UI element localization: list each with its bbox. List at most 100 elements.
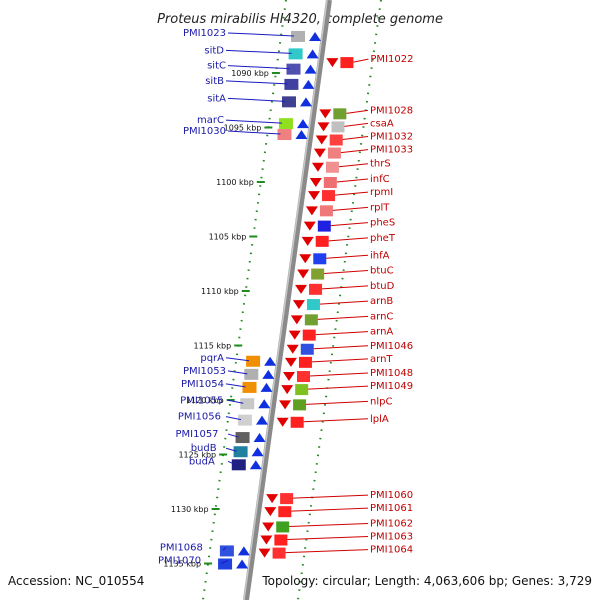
label-leader-line xyxy=(346,109,369,114)
gene-label-right: btuC xyxy=(370,266,394,277)
gene-label-left: PMI1023 xyxy=(183,28,226,39)
label-leader-line xyxy=(336,178,369,183)
reverse-gene-arrow xyxy=(279,400,292,410)
gene-label-right: PMI1028 xyxy=(370,105,413,116)
gene-block xyxy=(319,205,333,217)
label-leader-line xyxy=(227,65,290,70)
gene-label-right: PMI1061 xyxy=(370,503,413,514)
map-title: Proteus mirabilis HI4320, complete genom… xyxy=(157,12,443,27)
gene-block xyxy=(340,57,354,69)
reverse-gene-arrow xyxy=(266,494,279,504)
label-leader-line xyxy=(306,400,369,405)
label-leader-line xyxy=(291,507,369,512)
gene-block xyxy=(311,268,325,280)
gene-block xyxy=(277,129,292,141)
label-leader-line xyxy=(293,494,369,499)
gene-block xyxy=(329,134,343,146)
gene-block xyxy=(235,432,250,444)
gene-block xyxy=(302,329,316,341)
gene-block xyxy=(333,108,347,120)
label-leader-line xyxy=(225,416,242,421)
forward-gene-arrow xyxy=(304,64,317,74)
tick-label: 1125 kbp xyxy=(178,451,216,460)
label-leader-line xyxy=(227,97,286,102)
reverse-gene-arrow xyxy=(308,191,321,201)
gene-label-right: PMI1063 xyxy=(370,532,413,543)
label-leader-line xyxy=(324,270,369,275)
gene-block xyxy=(231,459,246,471)
reverse-gene-arrow xyxy=(315,135,328,145)
gene-block xyxy=(274,534,288,546)
label-leader-line xyxy=(311,358,369,363)
label-leader-line xyxy=(220,560,229,564)
forward-gene-arrow xyxy=(237,546,250,556)
label-leader-line xyxy=(328,237,369,242)
gene-block xyxy=(317,220,331,232)
gene-block xyxy=(219,545,234,557)
label-leader-line xyxy=(289,522,369,527)
label-leader-line xyxy=(285,549,369,554)
gene-block xyxy=(300,343,314,355)
label-leader-line xyxy=(315,331,369,336)
gene-label-right: nlpC xyxy=(370,396,392,407)
accession-text: Accession: NC_010554 xyxy=(8,574,144,588)
forward-gene-arrow xyxy=(255,415,268,425)
gene-label-right: PMI1046 xyxy=(370,341,413,352)
gene-block xyxy=(325,161,339,173)
gene-label-right: csaA xyxy=(370,118,394,129)
gene-label-right: PMI1049 xyxy=(370,381,413,392)
gene-label-right: PMI1022 xyxy=(370,54,413,65)
label-leader-line xyxy=(308,385,369,390)
label-leader-line xyxy=(309,372,369,377)
label-leader-line xyxy=(338,163,369,168)
gene-label-right: thrS xyxy=(370,159,391,170)
gene-label-right: pheT xyxy=(370,233,396,244)
gene-block xyxy=(323,177,337,188)
label-leader-line xyxy=(225,119,282,124)
gene-block xyxy=(315,235,329,247)
label-leader-line xyxy=(303,418,369,423)
gene-label-right: PMI1033 xyxy=(370,145,413,156)
tick-label: 1115 kbp xyxy=(194,342,232,351)
gene-label-left: sitC xyxy=(207,61,226,72)
tick-label: 1100 kbp xyxy=(216,178,254,187)
reverse-gene-arrow xyxy=(282,372,295,382)
gene-label-left: PMI1057 xyxy=(175,429,218,440)
reverse-gene-arrow xyxy=(260,535,273,545)
gene-label-right: pheS xyxy=(370,218,395,229)
gene-block xyxy=(331,121,345,133)
gene-block xyxy=(244,368,259,380)
reverse-gene-arrow xyxy=(299,254,312,264)
gene-label-left: pqrA xyxy=(200,353,224,364)
reverse-gene-arrow xyxy=(326,58,339,68)
genome-axis xyxy=(243,0,332,600)
gene-block xyxy=(288,48,303,60)
label-leader-line xyxy=(340,149,369,154)
gene-label-right: rplT xyxy=(370,202,390,213)
reverse-gene-arrow xyxy=(258,548,271,558)
gene-label-right: PMI1062 xyxy=(370,518,413,529)
gene-label-left: marC xyxy=(197,115,224,126)
gene-block xyxy=(276,521,290,533)
label-leader-line xyxy=(353,58,369,63)
label-leader-line xyxy=(227,370,248,375)
label-leader-line xyxy=(227,130,281,135)
reverse-gene-arrow xyxy=(295,284,308,294)
gene-label-left: PMI1070 xyxy=(158,556,201,567)
label-leader-line xyxy=(344,122,369,127)
label-leader-line xyxy=(227,460,235,465)
gene-label-right: lplA xyxy=(370,414,389,425)
gene-label-left: sitD xyxy=(204,45,224,56)
forward-gene-arrow xyxy=(309,31,322,41)
gene-block xyxy=(313,253,327,265)
forward-gene-arrow xyxy=(251,447,264,457)
gene-block xyxy=(306,299,320,311)
gene-label-right: PMI1064 xyxy=(370,545,413,556)
gene-label-right: arnT xyxy=(370,354,393,365)
gene-label-right: arnC xyxy=(370,311,393,322)
tick-label: 1120 kbp xyxy=(186,396,224,405)
gene-label-right: PMI1032 xyxy=(370,131,413,142)
reverse-gene-arrow xyxy=(276,417,289,427)
label-leader-line xyxy=(225,383,246,388)
tick-label: 1130 kbp xyxy=(171,505,209,514)
